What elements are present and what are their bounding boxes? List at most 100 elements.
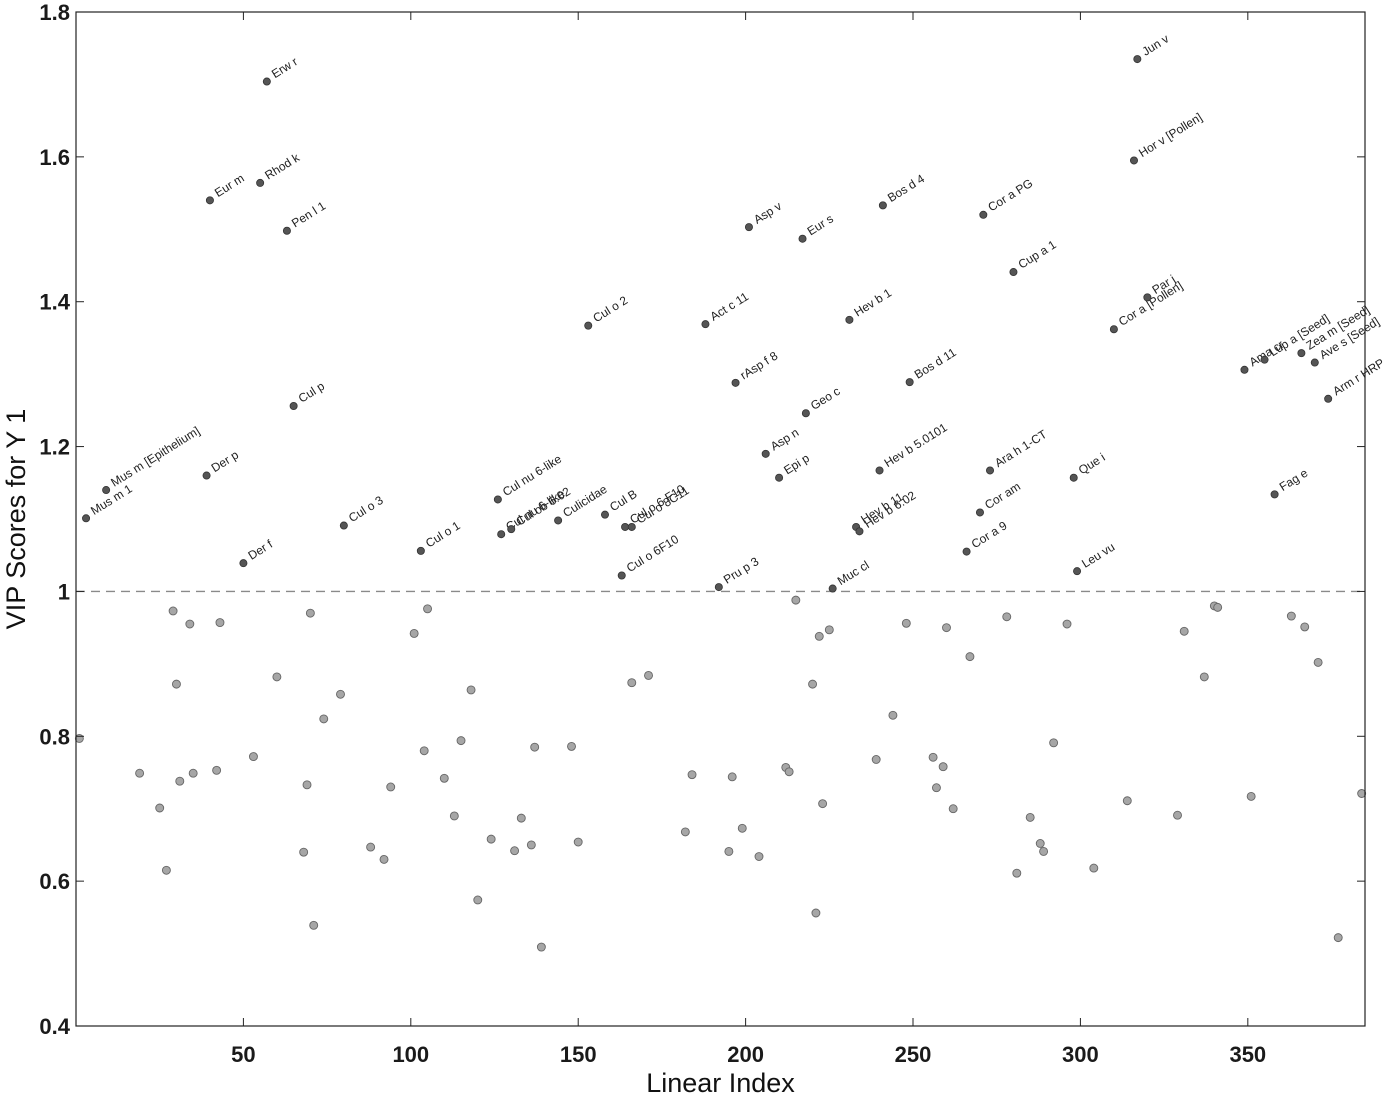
point-label: Der f <box>246 537 276 563</box>
data-point <box>680 827 690 837</box>
labeled-data-point <box>962 547 971 556</box>
labeled-data-point <box>627 522 636 531</box>
labeled-data-point <box>1260 355 1269 364</box>
point-label: Cor a 9 <box>969 518 1010 551</box>
x-tick-label: 150 <box>560 1042 597 1067</box>
labeled-data-point <box>1129 156 1138 165</box>
data-point <box>171 679 181 689</box>
x-tick-label: 50 <box>231 1042 255 1067</box>
data-point <box>724 846 734 856</box>
labeled-data-point <box>239 559 248 568</box>
labeled-data-point <box>986 466 995 475</box>
data-point <box>305 608 315 618</box>
labeled-data-point <box>878 201 887 210</box>
data-point <box>439 773 449 783</box>
point-label: Cul o 3 <box>346 493 386 525</box>
data-point <box>627 678 637 688</box>
point-label: Cor a PG <box>985 176 1035 214</box>
labeled-data-point <box>801 409 810 418</box>
data-point <box>516 813 526 823</box>
point-label: Muc cl <box>835 558 872 588</box>
data-point <box>473 895 483 905</box>
data-point <box>942 623 951 633</box>
data-point <box>1357 789 1367 798</box>
data-point <box>309 920 319 930</box>
data-point <box>175 776 185 786</box>
data-point <box>754 852 764 861</box>
labeled-data-point <box>1069 473 1078 482</box>
data-point <box>931 783 941 793</box>
x-axis-label: Linear Index <box>646 1068 795 1098</box>
labeled-data-point <box>775 473 784 482</box>
data-point <box>336 689 345 699</box>
labeled-data-point <box>339 521 348 530</box>
data-point <box>366 842 376 852</box>
data-point <box>188 768 198 778</box>
point-label: Leu vu <box>1079 540 1117 571</box>
labeled-data-point <box>1009 268 1018 277</box>
point-label: Mus m 1 <box>88 481 135 517</box>
labeled-data-point <box>493 495 502 504</box>
data-point <box>1062 619 1072 629</box>
x-tick-label: 200 <box>727 1042 764 1067</box>
data-point <box>1286 611 1296 621</box>
labeled-data-point <box>584 321 593 330</box>
data-point <box>791 595 801 605</box>
plot-frame <box>75 11 1366 1027</box>
y-tick-label: 1.8 <box>39 0 70 25</box>
point-label: Bos d 4 <box>885 171 927 205</box>
labeled-data-point <box>828 584 837 593</box>
data-point <box>1122 796 1132 806</box>
labeled-data-point <box>82 514 91 523</box>
y-tick-label: 1.2 <box>39 435 70 460</box>
data-point <box>419 746 429 756</box>
point-label: Erw r <box>269 54 300 81</box>
data-point <box>1333 933 1343 943</box>
data-point <box>687 770 697 780</box>
data-point <box>272 672 282 682</box>
data-point <box>423 604 432 614</box>
labeled-data-point <box>1073 567 1082 576</box>
x-tick-label: 300 <box>1062 1042 1099 1067</box>
data-point <box>1035 839 1045 848</box>
labeled-data-point <box>1109 325 1118 334</box>
point-label: Arm r HRP <box>1330 356 1387 399</box>
labeled-data-point <box>289 402 298 411</box>
point-label: Bos d 11 <box>912 345 959 382</box>
point-label: Cul p <box>296 379 327 406</box>
point-label: Jun v <box>1140 32 1172 59</box>
data-point <box>248 752 258 762</box>
point-label: Cul o 6F10 <box>624 532 681 575</box>
point-label: rAsp f 8 <box>738 348 781 382</box>
data-point <box>135 768 145 778</box>
data-point <box>302 780 312 790</box>
data-point <box>1246 791 1256 801</box>
data-point <box>737 823 747 833</box>
unlabeled-points <box>74 595 1367 952</box>
x-tick-label: 100 <box>392 1042 429 1067</box>
data-point <box>888 710 898 720</box>
data-point <box>1012 868 1022 878</box>
y-axis-label: VIP Scores for Y 1 <box>1 409 31 630</box>
data-point <box>510 846 520 856</box>
data-point <box>901 618 911 628</box>
data-point <box>928 752 938 762</box>
labeled-data-point <box>1240 365 1249 374</box>
data-point <box>567 741 576 751</box>
data-point <box>1179 626 1189 636</box>
labeled-data-point <box>1270 490 1279 499</box>
labeled-data-point <box>205 196 214 205</box>
labeled-data-point <box>202 471 211 480</box>
labeled-data-point <box>1297 349 1306 358</box>
labeled-data-point <box>600 510 609 519</box>
labeled-data-point <box>102 486 111 495</box>
data-point <box>530 742 540 752</box>
data-point <box>449 811 459 821</box>
point-label: Der p <box>209 447 242 475</box>
labeled-data-point <box>497 530 506 539</box>
data-point <box>379 854 389 864</box>
labeled-data-point <box>256 178 265 187</box>
point-label: Asp v <box>751 199 784 227</box>
labeled-data-point <box>761 449 770 458</box>
